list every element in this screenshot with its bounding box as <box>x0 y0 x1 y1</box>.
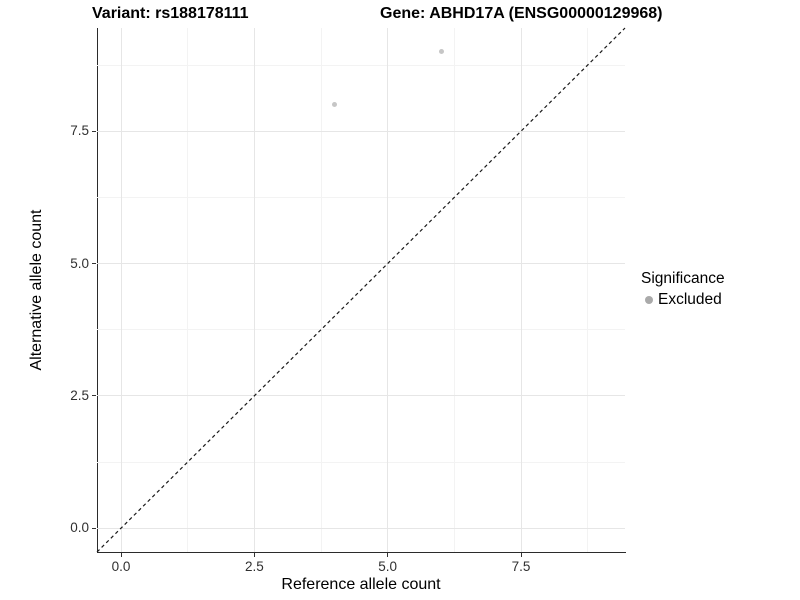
y-tick-label: 2.5 <box>70 387 89 403</box>
plot-title-gene: Gene: ABHD17A (ENSG00000129968) <box>380 5 663 22</box>
x-tick-label: 5.0 <box>378 559 398 574</box>
x-gridline-minor <box>587 28 589 552</box>
y-axis-title: Alternative allele count <box>28 209 45 371</box>
x-gridline-minor <box>453 28 455 552</box>
y-tick-label: 0.0 <box>70 520 89 536</box>
legend-entry-label: Excluded <box>658 291 722 308</box>
x-tick-label: 2.5 <box>244 559 264 574</box>
x-gridline-major <box>120 28 122 552</box>
y-tick-mark <box>92 263 96 265</box>
legend-entry-excluded: Excluded <box>641 291 725 309</box>
x-tick-mark <box>120 553 122 557</box>
x-gridline-major <box>387 28 389 552</box>
x-tick-label: 0.0 <box>111 559 131 574</box>
y-gridline-minor <box>97 461 625 463</box>
x-gridline-minor <box>187 28 189 552</box>
y-tick-mark <box>92 395 96 397</box>
y-gridline-major <box>97 130 625 132</box>
y-tick-mark <box>92 130 96 132</box>
legend-title: Significance <box>641 270 725 287</box>
plot-title-variant: Variant: rs188178111 <box>92 5 249 22</box>
x-tick-mark <box>387 553 389 557</box>
data-point <box>438 49 444 55</box>
plot-panel <box>97 28 626 553</box>
y-gridline-minor <box>97 64 625 66</box>
y-gridline-major <box>97 395 625 397</box>
y-gridline-major <box>97 527 625 529</box>
x-tick-label: 7.5 <box>511 559 531 574</box>
x-gridline-major <box>253 28 255 552</box>
y-gridline-major <box>97 263 625 265</box>
y-tick-label: 7.5 <box>70 123 89 139</box>
y-gridline-minor <box>97 329 625 331</box>
x-axis-title: Reference allele count <box>281 576 441 593</box>
y-gridline-minor <box>97 196 625 198</box>
x-gridline-minor <box>320 28 322 552</box>
x-gridline-major <box>520 28 522 552</box>
legend: Significance Excluded <box>641 269 725 309</box>
legend-key-dot-icon <box>645 296 653 304</box>
x-tick-mark <box>253 553 255 557</box>
y-tick-label: 5.0 <box>70 255 89 271</box>
x-tick-mark <box>520 553 522 557</box>
y-tick-mark <box>92 527 96 529</box>
